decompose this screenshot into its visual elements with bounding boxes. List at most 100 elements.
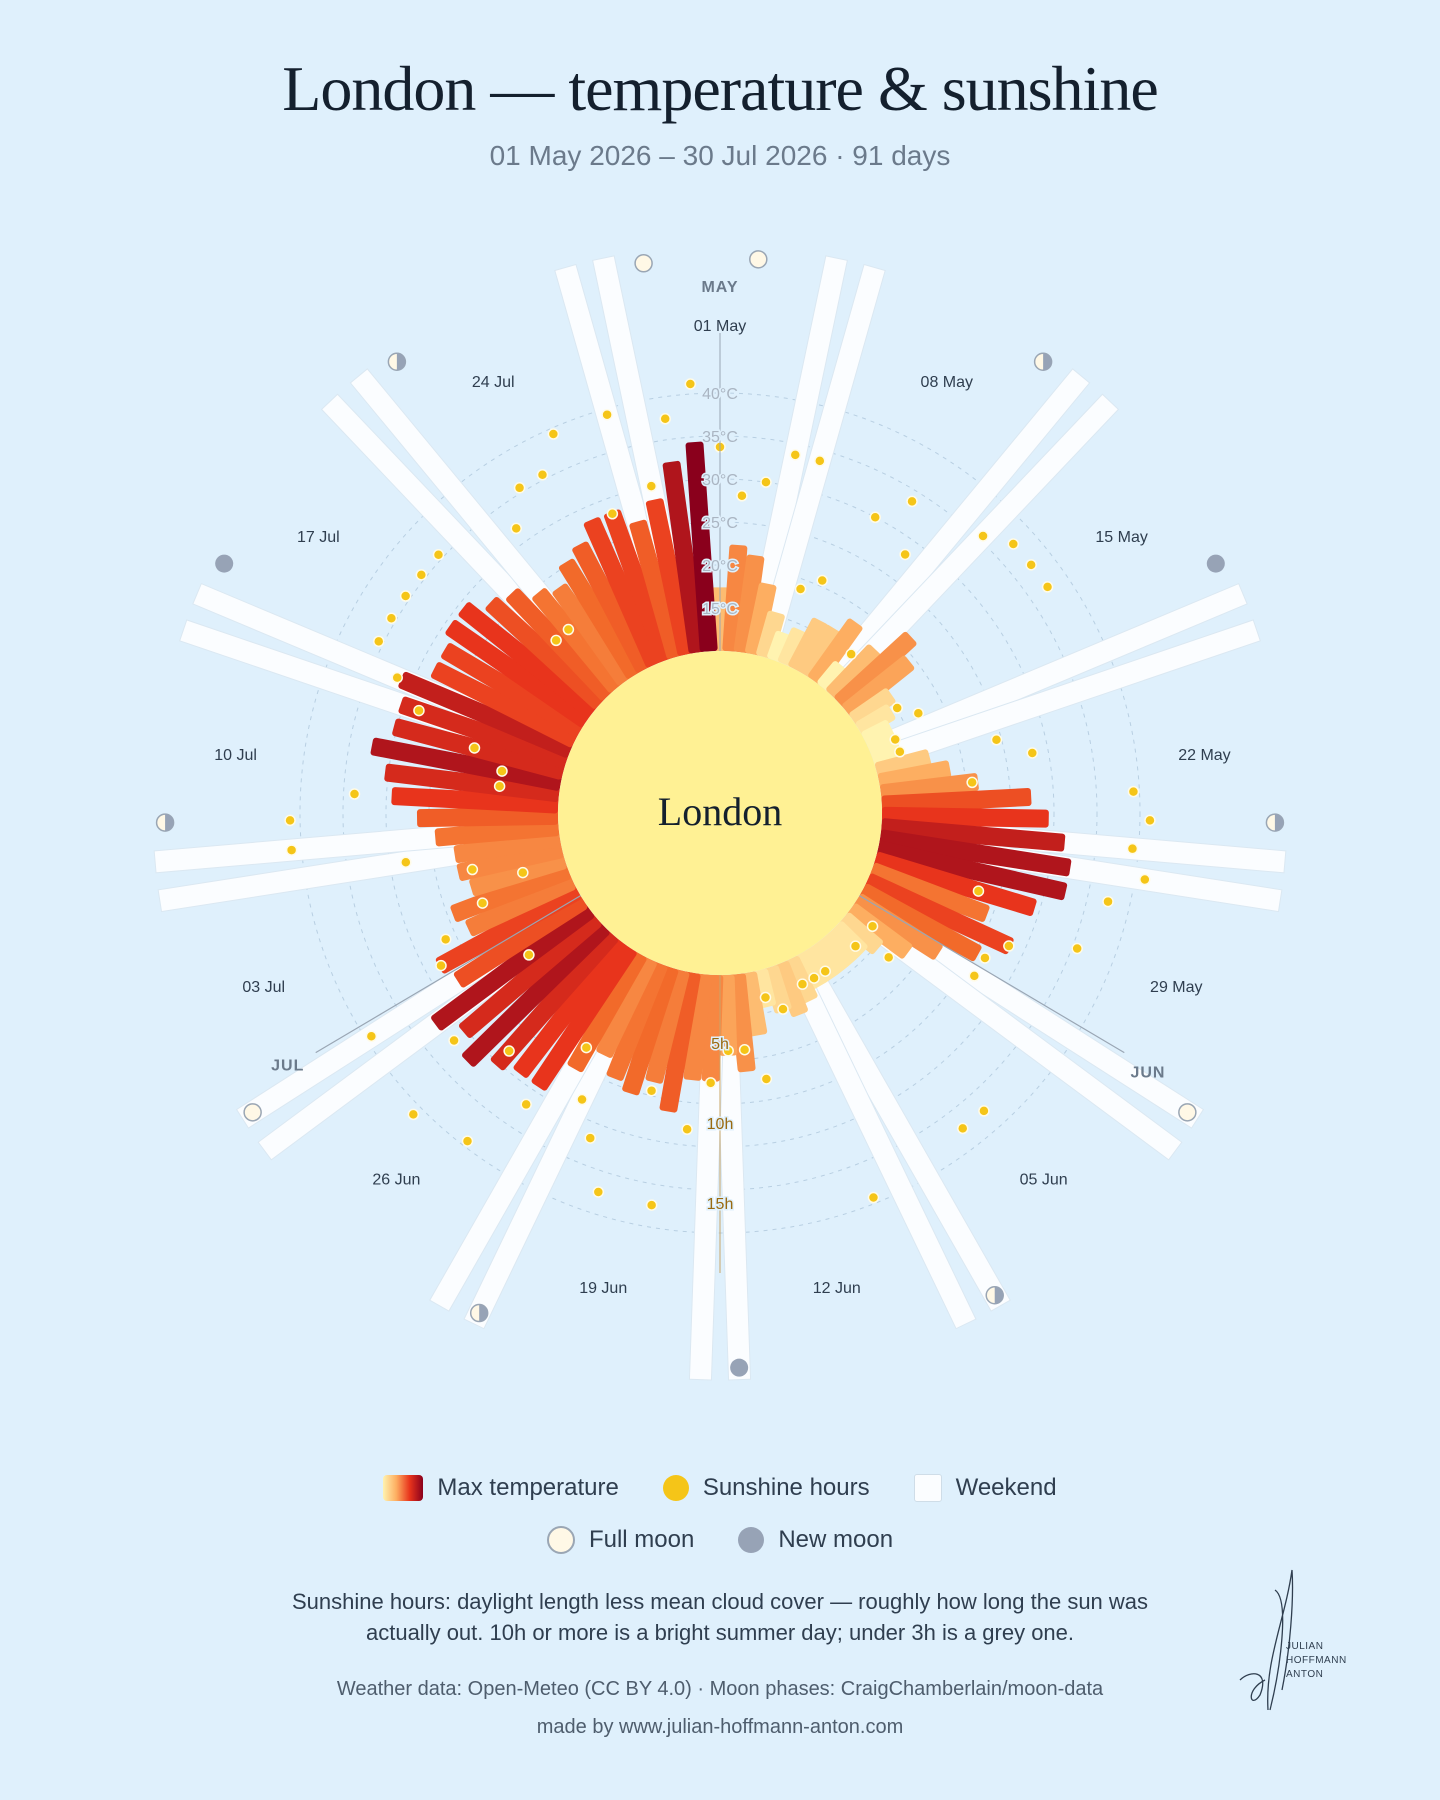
sunshine-dot xyxy=(722,1045,734,1057)
sunshine-dot xyxy=(819,965,831,977)
temp-bar xyxy=(645,968,690,1084)
sunshine-dot xyxy=(510,522,522,535)
chart-title: London — temperature & sunshine xyxy=(282,53,1158,124)
temp-bar-group xyxy=(416,806,559,828)
temp-bar xyxy=(458,602,598,718)
temp-bar xyxy=(876,840,1068,901)
temp-bar-group xyxy=(858,883,982,962)
temp-bar-group xyxy=(490,929,619,1071)
date-label: 15 May xyxy=(1095,529,1147,546)
temp-bar xyxy=(788,617,828,673)
sun-tick-label: 10h xyxy=(707,1116,734,1133)
temp-bar xyxy=(513,937,628,1078)
sunshine-dot xyxy=(645,480,658,492)
temp-bar-group xyxy=(567,950,647,1073)
sunshine-dot xyxy=(845,648,857,660)
temp-bar-group xyxy=(552,583,632,686)
sunshine-dot xyxy=(372,635,385,648)
temp-bar-group xyxy=(629,519,684,659)
temp-bar xyxy=(879,829,1072,877)
sunshine-dot xyxy=(400,856,412,868)
temp-bar-group xyxy=(645,498,695,656)
temp-bar xyxy=(629,519,684,659)
author-credit[interactable]: made by www.julian-hoffmann-anton.com xyxy=(536,1716,904,1738)
temp-bar xyxy=(873,851,1037,916)
temp-bar xyxy=(662,460,707,654)
sunshine-dot xyxy=(415,569,428,581)
note-text: Sunshine hours: daylight length less mea… xyxy=(291,1589,1149,1645)
temp-bar xyxy=(462,921,610,1067)
temp-bar-group xyxy=(459,912,602,1038)
temp-bar xyxy=(845,903,913,959)
temp-bar xyxy=(798,624,841,679)
temp-bar-group xyxy=(756,610,785,659)
temp-bar xyxy=(430,662,579,748)
full-moon-icon xyxy=(243,1103,262,1122)
signature-line-2: HOFFMANN xyxy=(1286,1655,1347,1666)
temp-bar-group xyxy=(531,944,637,1091)
temp-bar xyxy=(596,956,657,1058)
month-label: JUN xyxy=(1130,1065,1165,1082)
temp-bar xyxy=(683,973,712,1081)
sunshine-dot xyxy=(684,378,697,390)
date-label: 24 Jul xyxy=(472,374,515,391)
temp-bar xyxy=(485,596,606,709)
temp-bar xyxy=(858,883,982,962)
sunshine-dot xyxy=(285,844,298,856)
temp-bar-group xyxy=(880,818,1066,852)
temp-bar xyxy=(490,929,619,1071)
radial-chart: 15°C 20°C 25°C 30°C 35°C 40°C 5h 10h 15h 01 May 08… xyxy=(153,250,1287,1381)
temp-bar xyxy=(855,704,896,738)
sunshine-dot xyxy=(1102,895,1114,908)
sunshine-dot-swatch xyxy=(662,1475,689,1501)
sunshine-dot xyxy=(468,742,481,754)
temp-bar xyxy=(817,661,848,693)
temp-bar-group xyxy=(849,688,896,728)
sunshine-dot xyxy=(681,1123,693,1136)
temp-bar xyxy=(606,961,668,1081)
legend-label-new-moon: New moon xyxy=(778,1526,894,1553)
temp-bar-group xyxy=(745,582,777,656)
month-separator xyxy=(315,895,581,1054)
sunshine-dot xyxy=(503,1045,515,1057)
sunshine-dot xyxy=(777,1003,789,1015)
temp-bar-group xyxy=(817,661,848,693)
temp-bar-group xyxy=(532,588,623,693)
date-label: 29 May xyxy=(1150,979,1202,996)
chart-subtitle: 01 May 2026 – 30 Jul 2026 · 91 days xyxy=(489,140,951,171)
temp-bar xyxy=(834,631,917,709)
sun-tick-label: 15h xyxy=(707,1196,734,1213)
sunshine-dot xyxy=(1127,785,1140,798)
temp-bar xyxy=(869,862,990,922)
temp-bar-group xyxy=(558,558,642,679)
temp-bar xyxy=(881,788,1032,814)
temp-bar xyxy=(465,873,576,937)
temp-bar-group xyxy=(798,624,841,679)
temp-bar xyxy=(431,903,595,1031)
sunshine-dot xyxy=(869,511,881,524)
temp-bar xyxy=(552,583,632,686)
sunshine-dot xyxy=(972,885,985,897)
temp-bar xyxy=(826,644,881,701)
sunshine-dot xyxy=(645,1199,658,1211)
temp-bar-group xyxy=(462,921,610,1067)
sunshine-dot xyxy=(284,814,296,827)
sunshine-dot xyxy=(513,482,526,494)
sunshine-dot xyxy=(432,549,445,561)
temp-bar xyxy=(622,965,679,1096)
sunshine-dot xyxy=(968,970,981,982)
temp-bar-group xyxy=(842,655,915,718)
month-separator xyxy=(859,895,1125,1054)
sunshine-dot xyxy=(977,530,989,542)
date-label: 03 Jul xyxy=(242,979,285,996)
sunshine-dot xyxy=(866,920,879,933)
sunshine-dot xyxy=(536,469,549,481)
temp-bar xyxy=(441,643,585,738)
sunshine-dot xyxy=(466,863,479,876)
sunshine-dot xyxy=(547,428,560,440)
temp-bar-group xyxy=(430,662,579,748)
temp-bar xyxy=(645,498,695,656)
legend-label-full-moon: Full moon xyxy=(588,1526,695,1553)
sunshine-dot xyxy=(760,1073,773,1085)
temp-bar-group xyxy=(441,643,585,738)
